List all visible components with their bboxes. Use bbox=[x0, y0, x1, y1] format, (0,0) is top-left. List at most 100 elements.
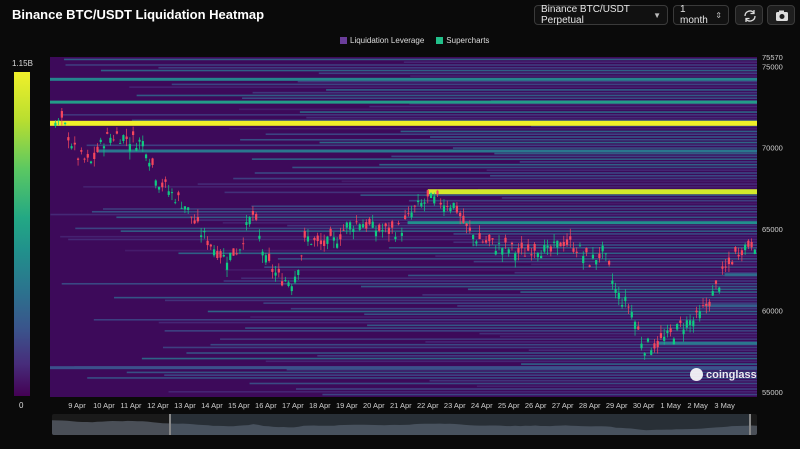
liquidity-band bbox=[65, 64, 758, 66]
candle-body bbox=[83, 158, 86, 160]
candle-body bbox=[352, 229, 355, 232]
candle-body bbox=[465, 223, 468, 227]
liquidity-band bbox=[430, 136, 757, 138]
refresh-icon bbox=[744, 10, 756, 22]
candle-body bbox=[455, 205, 459, 213]
candle-body bbox=[319, 240, 323, 245]
time-navigator[interactable] bbox=[52, 414, 757, 435]
liquidity-band bbox=[158, 66, 757, 69]
candle-body bbox=[378, 224, 381, 231]
liquidity-band bbox=[391, 155, 757, 158]
liquidity-band bbox=[164, 299, 758, 302]
liquidity-band bbox=[453, 233, 757, 235]
candle-body bbox=[248, 217, 251, 225]
liquidity-band bbox=[83, 186, 757, 188]
candle-body bbox=[416, 200, 420, 203]
liquidity-band bbox=[435, 255, 757, 257]
liquidity-band bbox=[264, 266, 757, 268]
refresh-button[interactable] bbox=[735, 5, 763, 25]
candle-body bbox=[303, 230, 306, 238]
liquidity-band bbox=[528, 349, 757, 352]
liquidity-band bbox=[250, 316, 757, 318]
candle-body bbox=[640, 343, 643, 349]
liquidity-band bbox=[197, 183, 757, 185]
liquidity-band bbox=[452, 147, 757, 149]
candle-body bbox=[96, 146, 99, 153]
navigator-range-handle[interactable] bbox=[169, 414, 751, 435]
x-axis-tick-label: 15 Apr bbox=[228, 401, 250, 410]
candle-body bbox=[193, 220, 196, 224]
candle-body bbox=[627, 306, 630, 308]
liquidation-level-band bbox=[427, 189, 757, 195]
candle-body bbox=[190, 216, 193, 218]
liquidity-band bbox=[306, 116, 757, 119]
liquidity-band bbox=[265, 360, 757, 363]
candle-body bbox=[549, 246, 552, 252]
y-axis-tick-label: 55000 bbox=[762, 388, 783, 397]
liquidity-band bbox=[263, 302, 757, 304]
liquidity-band bbox=[319, 141, 757, 144]
liquidity-band bbox=[408, 199, 757, 202]
y-axis-tick-label: 75000 bbox=[762, 62, 783, 71]
candle-body bbox=[339, 234, 342, 240]
navigator-sparkline bbox=[52, 420, 757, 435]
page-title: Binance BTC/USDT Liquidation Heatmap bbox=[12, 7, 265, 22]
liquidity-band bbox=[171, 83, 758, 86]
candle-body bbox=[724, 266, 727, 268]
candle-body bbox=[258, 235, 261, 239]
liquidity-band bbox=[425, 341, 757, 343]
liquidity-band bbox=[490, 174, 757, 177]
candle-body bbox=[740, 250, 743, 256]
candle-body bbox=[361, 224, 365, 228]
candle-body bbox=[695, 310, 698, 313]
candle-body bbox=[177, 192, 180, 196]
candle-body bbox=[611, 280, 614, 285]
candle-body bbox=[313, 237, 316, 241]
symbol-select-value: Binance BTC/USDT Perpetual bbox=[541, 4, 630, 26]
liquidity-band bbox=[521, 363, 757, 365]
candle-body bbox=[608, 260, 611, 265]
liquidity-band bbox=[102, 208, 757, 210]
legend-item-supercharts[interactable]: Supercharts bbox=[436, 36, 489, 45]
liquidity-band bbox=[93, 318, 758, 321]
candle-body bbox=[433, 196, 436, 204]
candle-body bbox=[200, 235, 203, 238]
x-axis-tick-label: 14 Apr bbox=[201, 401, 223, 410]
x-axis-tick-label: 21 Apr bbox=[390, 401, 412, 410]
candle-body bbox=[614, 289, 617, 293]
candle-body bbox=[326, 236, 329, 244]
liquidity-band bbox=[68, 238, 757, 241]
candle-body bbox=[277, 268, 280, 273]
liquidity-band bbox=[207, 310, 757, 313]
candle-body bbox=[630, 312, 633, 318]
candle-body bbox=[517, 247, 520, 253]
x-axis-tick-label: 25 Apr bbox=[498, 401, 520, 410]
candle-body bbox=[106, 132, 109, 134]
candle-body bbox=[595, 260, 598, 265]
liquidity-band bbox=[158, 321, 758, 324]
candle-body bbox=[744, 244, 747, 251]
candle-body bbox=[368, 218, 371, 225]
screenshot-button[interactable] bbox=[767, 5, 795, 25]
x-axis-tick-label: 2 May bbox=[687, 401, 708, 410]
liquidity-band bbox=[50, 213, 758, 216]
candle-body bbox=[381, 230, 384, 232]
candle-body bbox=[523, 255, 527, 257]
candle-body bbox=[442, 205, 446, 213]
candle-body bbox=[157, 187, 161, 190]
camera-icon bbox=[776, 10, 788, 21]
candle-body bbox=[394, 236, 397, 240]
liquidity-band bbox=[519, 161, 757, 163]
legend-item-liquidation-leverage[interactable]: Liquidation Leverage bbox=[340, 36, 424, 45]
candle-body bbox=[718, 287, 721, 292]
symbol-select[interactable]: Binance BTC/USDT Perpetual ▼ bbox=[534, 4, 668, 26]
liquidity-band bbox=[131, 119, 758, 122]
candle-body bbox=[488, 234, 491, 242]
candle-body bbox=[342, 229, 345, 231]
candle-body bbox=[300, 255, 303, 257]
candle-body bbox=[161, 182, 164, 188]
y-axis-tick-label: 75570 bbox=[762, 53, 783, 62]
liquidity-band bbox=[369, 105, 757, 108]
timeframe-select[interactable]: 1 month ⇕ bbox=[673, 4, 729, 26]
